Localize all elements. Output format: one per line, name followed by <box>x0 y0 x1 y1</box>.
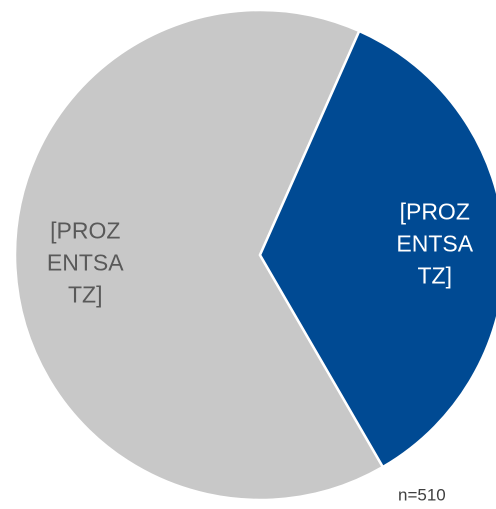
pie-slice <box>258 29 496 469</box>
slice-label: [PROZ ENTSA TZ] <box>396 199 473 289</box>
sample-size: n=510 <box>398 485 446 504</box>
pie-slice <box>13 8 385 502</box>
slice-label: [PROZ ENTSA TZ] <box>47 218 124 308</box>
